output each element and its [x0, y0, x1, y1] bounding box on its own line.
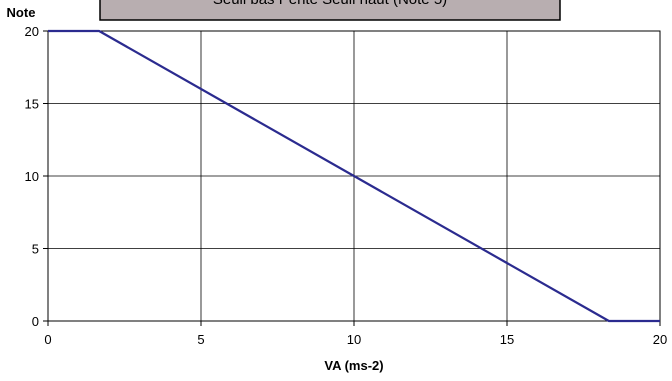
- x-tick-label: 5: [197, 332, 204, 347]
- x-axis-title: VA (ms-2): [324, 358, 383, 373]
- series-group: [47, 29, 661, 323]
- x-axis: 0 5 10 15 20: [44, 321, 667, 347]
- y-axis: 0 5 10 15 20: [25, 24, 48, 329]
- x-tick-label: 20: [653, 332, 667, 347]
- chart-title: Seuil bas Pente Seuil haut (Note 5): [213, 0, 447, 8]
- y-tick-label: 5: [32, 242, 39, 257]
- y-axis-title: Note: [7, 5, 36, 20]
- title-box-background: [99, 0, 561, 21]
- chart-title-box: Seuil bas Pente Seuil haut (Note 5): [99, 0, 561, 21]
- x-tick-label: 10: [347, 332, 361, 347]
- y-tick-label: 0: [32, 314, 39, 329]
- y-tick-label: 20: [25, 24, 39, 39]
- y-tick-label: 10: [25, 169, 39, 184]
- series-line: [48, 29, 660, 323]
- x-tick-label: 15: [500, 332, 514, 347]
- y-tick-label: 15: [25, 97, 39, 112]
- x-tick-label: 0: [44, 332, 51, 347]
